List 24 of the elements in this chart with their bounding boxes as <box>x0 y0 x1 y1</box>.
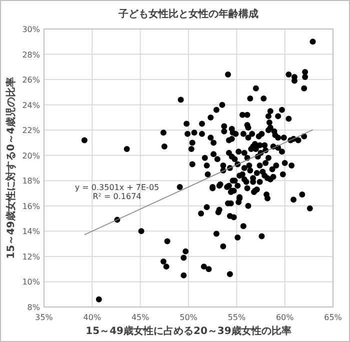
x-tick-label: 45% <box>131 313 150 322</box>
x-tick-label: 35% <box>35 313 54 322</box>
y-tick-label: 24% <box>22 100 40 110</box>
y-tick-label: 18% <box>22 176 40 186</box>
y-tick-label: 10% <box>22 278 40 287</box>
y-axis-title: 15～49歳女性に対する0～4歳児の比率 <box>5 77 17 259</box>
y-tick-label: 30% <box>22 25 40 34</box>
y-tick-label: 14% <box>22 227 40 236</box>
x-tick-label: 50% <box>180 313 198 322</box>
y-tick-label: 22% <box>22 126 40 136</box>
x-tick-label: 55% <box>228 313 246 322</box>
y-tick-label: 8% <box>27 303 40 312</box>
y-tick-label: 16% <box>22 202 40 211</box>
annotation: y = 0.3501x + 7E-05 <box>74 183 160 192</box>
y-tick-label: 12% <box>22 252 40 262</box>
x-tick-label: 40% <box>83 313 102 322</box>
annotation: R² = 0.1674 <box>92 192 142 201</box>
y-tick-label: 26% <box>22 76 40 85</box>
y-tick-label: 28% <box>22 50 40 60</box>
y-tick-label: 20% <box>22 151 40 160</box>
x-tick-label: 60% <box>276 313 294 322</box>
x-tick-label: 65% <box>324 313 342 322</box>
x-axis-title: 15～49歳女性に占める20～39歳女性の比率 <box>86 325 292 337</box>
chart-title: 子ども女性比と女性の年齢構成 <box>118 8 258 20</box>
